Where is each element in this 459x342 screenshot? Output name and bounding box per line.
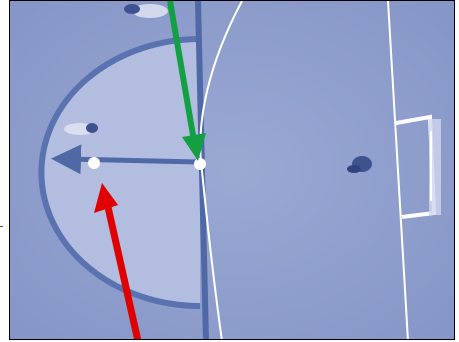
player-left xyxy=(64,123,98,135)
ball-center xyxy=(194,158,206,170)
court-photo xyxy=(9,0,455,340)
edge-tick xyxy=(0,226,3,227)
ball-left xyxy=(88,157,100,169)
center-circle-arc xyxy=(199,1,243,339)
touch-line xyxy=(387,1,409,339)
goal xyxy=(395,114,441,219)
court-svg xyxy=(10,1,454,339)
player-goalkeeper xyxy=(347,156,372,173)
direction-arrow xyxy=(51,144,199,175)
penalty-area xyxy=(41,39,200,306)
green-arrow xyxy=(167,1,206,161)
player-top xyxy=(124,4,168,18)
red-arrow xyxy=(94,183,142,339)
